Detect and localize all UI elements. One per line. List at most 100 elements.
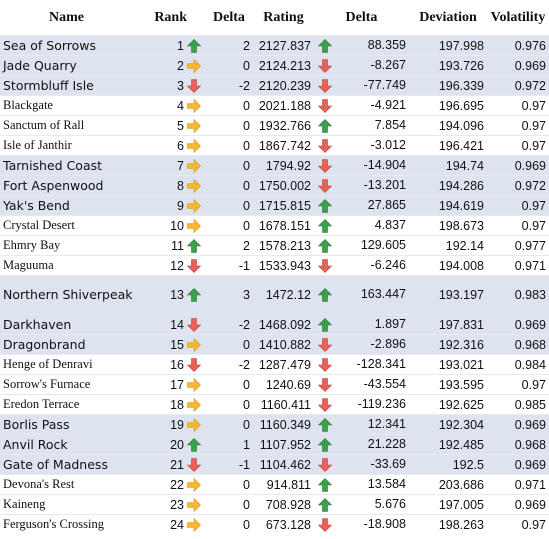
cell-rank-delta[interactable]: 1 [205,434,253,455]
cell-rank-delta[interactable]: -1 [205,454,253,475]
cell-rating-delta[interactable]: -13.201 [314,175,409,196]
cell-rating-delta[interactable]: 7.854 [314,115,409,136]
cell-rating[interactable]: 1715.815 [253,195,314,216]
cell-rating-delta[interactable]: -128.341 [314,354,409,375]
cell-name[interactable]: Sorrow's Furnace [0,374,133,395]
cell-rating[interactable]: 2021.188 [253,95,314,116]
cell-deviation[interactable]: 192.304 [409,414,487,435]
cell-rating-delta[interactable]: 5.676 [314,494,409,515]
cell-deviation[interactable]: 198.263 [409,514,487,534]
cell-volatility[interactable]: 0.972 [487,175,549,196]
cell-rank-delta[interactable]: 0 [205,494,253,515]
cell-name[interactable]: Crystal Desert [0,215,133,236]
cell-rank-delta[interactable]: -1 [205,255,253,276]
cell-rating-delta[interactable]: -77.749 [314,75,409,96]
cell-rank[interactable]: 19 [133,414,205,435]
cell-rank[interactable]: 8 [133,175,205,196]
cell-rank[interactable]: 22 [133,474,205,495]
cell-rank-delta[interactable]: 0 [205,334,253,355]
cell-deviation[interactable]: 196.421 [409,135,487,156]
cell-rank-delta[interactable]: 0 [205,215,253,236]
cell-volatility[interactable]: 0.969 [487,55,549,76]
cell-name[interactable]: Fort Aspenwood [0,175,133,196]
cell-name[interactable]: Dragonbrand [0,334,133,355]
cell-rank[interactable]: 17 [133,374,205,395]
cell-rating[interactable]: 1240.69 [253,374,314,395]
cell-rank[interactable]: 13 [133,275,205,315]
cell-rating[interactable]: 1160.411 [253,394,314,415]
cell-name[interactable]: Ferguson's Crossing [0,514,133,534]
cell-name[interactable]: Anvil Rock [0,434,133,455]
cell-rating[interactable]: 1472.12 [253,275,314,315]
header-name[interactable]: Name [0,0,133,36]
cell-deviation[interactable]: 203.686 [409,474,487,495]
cell-name[interactable]: Yak's Bend [0,195,133,216]
cell-rating-delta[interactable]: -3.012 [314,135,409,156]
cell-rating[interactable]: 1750.002 [253,175,314,196]
cell-rating[interactable]: 1867.742 [253,135,314,156]
cell-volatility[interactable]: 0.969 [487,454,549,475]
cell-name[interactable]: Sea of Sorrows [0,35,133,56]
cell-rank[interactable]: 7 [133,155,205,176]
cell-rank[interactable]: 5 [133,115,205,136]
cell-name[interactable]: Devona's Rest [0,474,133,495]
cell-rank-delta[interactable]: 0 [205,474,253,495]
cell-rank[interactable]: 16 [133,354,205,375]
cell-rating[interactable]: 1678.151 [253,215,314,236]
header-rank[interactable]: Rank [133,0,205,36]
cell-rating-delta[interactable]: -18.908 [314,514,409,534]
cell-name[interactable]: Ehmry Bay [0,235,133,256]
cell-volatility[interactable]: 0.977 [487,235,549,256]
cell-rank[interactable]: 21 [133,454,205,475]
cell-rank-delta[interactable]: -2 [205,354,253,375]
cell-rating[interactable]: 1160.349 [253,414,314,435]
cell-rating[interactable]: 2124.213 [253,55,314,76]
cell-deviation[interactable]: 192.5 [409,454,487,475]
cell-rating-delta[interactable]: 13.584 [314,474,409,495]
cell-rating[interactable]: 673.128 [253,514,314,534]
cell-name[interactable]: Blackgate [0,95,133,116]
cell-name[interactable]: Isle of Janthir [0,135,133,156]
cell-rank[interactable]: 23 [133,494,205,515]
cell-name[interactable]: Stormbluff Isle [0,75,133,96]
cell-rank-delta[interactable]: 2 [205,35,253,56]
cell-rank-delta[interactable]: 0 [205,135,253,156]
cell-name[interactable]: Borlis Pass [0,414,133,435]
cell-rating[interactable]: 1533.943 [253,255,314,276]
cell-volatility[interactable]: 0.97 [487,115,549,136]
cell-rating[interactable]: 1410.882 [253,334,314,355]
cell-rating-delta[interactable]: 27.865 [314,195,409,216]
cell-volatility[interactable]: 0.976 [487,35,549,56]
cell-rank[interactable]: 12 [133,255,205,276]
cell-rank[interactable]: 14 [133,314,205,335]
cell-volatility[interactable]: 0.969 [487,494,549,515]
cell-rating-delta[interactable]: -43.554 [314,374,409,395]
cell-rank-delta[interactable]: 0 [205,195,253,216]
cell-name[interactable]: Gate of Madness [0,454,133,475]
cell-rating-delta[interactable]: -2.896 [314,334,409,355]
cell-rank-delta[interactable]: 3 [205,275,253,315]
cell-rank-delta[interactable]: 2 [205,235,253,256]
cell-name[interactable]: Maguuma [0,255,133,276]
cell-name[interactable]: Darkhaven [0,314,133,335]
cell-rating-delta[interactable]: 163.447 [314,275,409,315]
cell-deviation[interactable]: 197.005 [409,494,487,515]
cell-deviation[interactable]: 196.339 [409,75,487,96]
cell-rank[interactable]: 4 [133,95,205,116]
cell-rating[interactable]: 2120.239 [253,75,314,96]
cell-deviation[interactable]: 192.14 [409,235,487,256]
cell-volatility[interactable]: 0.969 [487,314,549,335]
cell-rank[interactable]: 15 [133,334,205,355]
cell-rank[interactable]: 2 [133,55,205,76]
cell-volatility[interactable]: 0.97 [487,95,549,116]
cell-rating[interactable]: 708.928 [253,494,314,515]
cell-deviation[interactable]: 194.286 [409,175,487,196]
cell-rating-delta[interactable]: 88.359 [314,35,409,56]
cell-volatility[interactable]: 0.984 [487,354,549,375]
cell-deviation[interactable]: 193.021 [409,354,487,375]
cell-name[interactable]: Tarnished Coast [0,155,133,176]
cell-deviation[interactable]: 198.673 [409,215,487,236]
cell-rating-delta[interactable]: 4.837 [314,215,409,236]
header-rating-delta[interactable]: Delta [314,0,409,36]
cell-rating[interactable]: 1468.092 [253,314,314,335]
